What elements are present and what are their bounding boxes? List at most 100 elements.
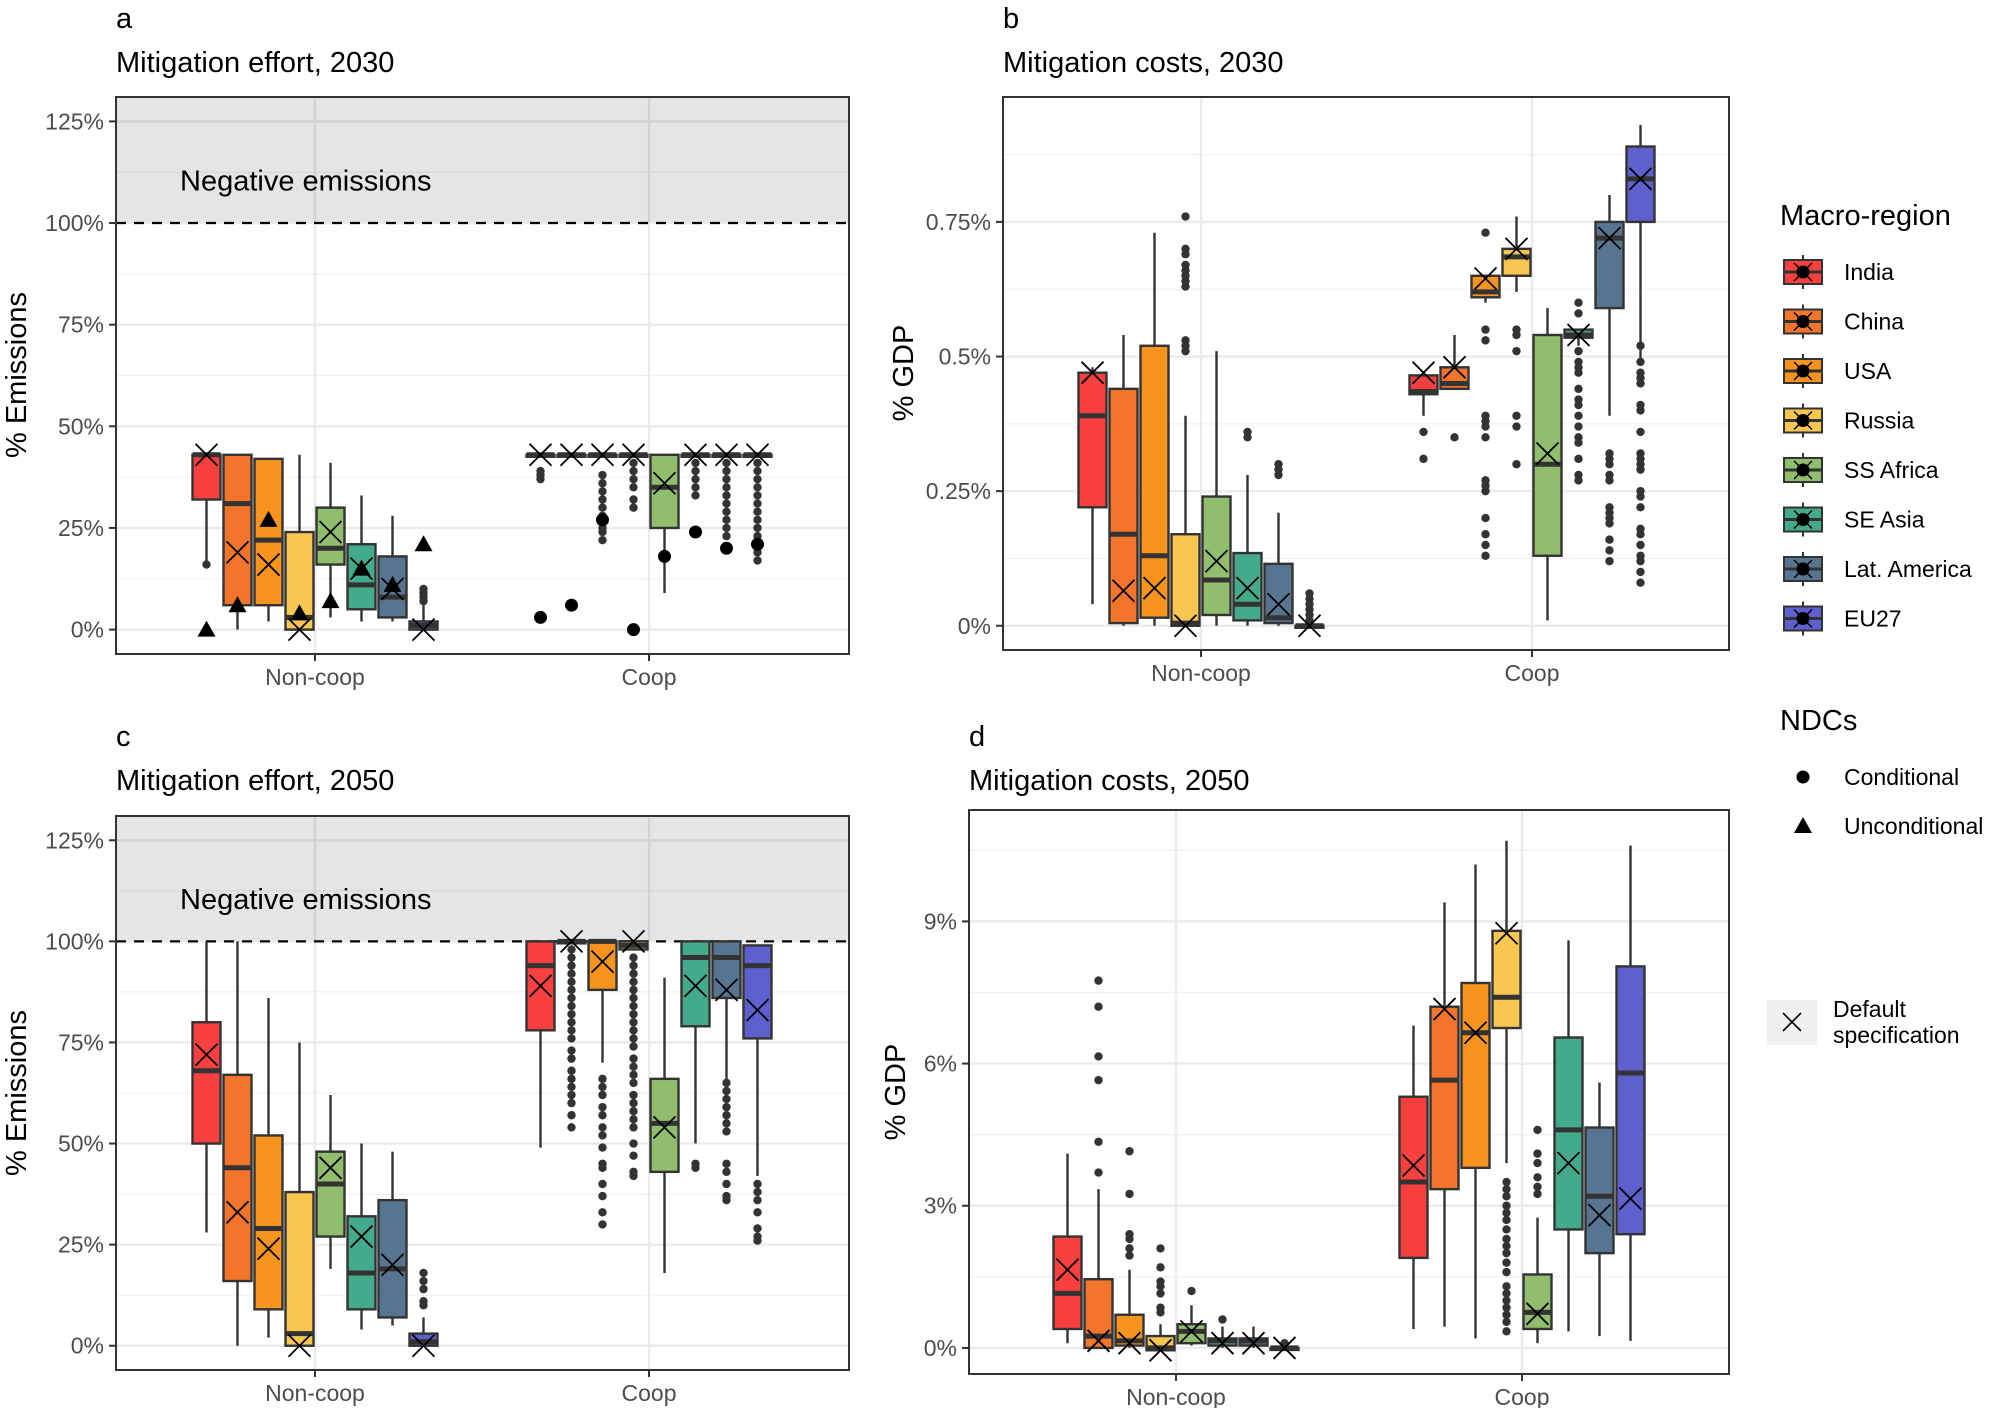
x-mark-stroke <box>1432 997 1457 1021</box>
x-mark-stroke <box>745 443 770 467</box>
outlier-point <box>1218 1315 1227 1324</box>
box-ss-africa <box>1532 308 1563 621</box>
outlier-point <box>1187 1286 1196 1296</box>
x-mark-stroke <box>1086 1329 1111 1353</box>
outlier-point <box>753 1208 762 1217</box>
outlier-point <box>629 495 638 504</box>
panel-letter: c <box>116 721 131 753</box>
outlier-point <box>567 1098 576 1108</box>
x-mark-stroke <box>714 978 739 1002</box>
outlier-point <box>1512 330 1521 340</box>
outlier-point <box>1502 1177 1511 1187</box>
outlier-point <box>598 479 607 488</box>
outlier-point <box>722 1179 731 1189</box>
ndc-conditional-marker <box>689 525 702 539</box>
x-tick-label: Non-coop <box>1151 660 1251 686</box>
outlier-point <box>1156 1289 1165 1298</box>
outlier-point <box>1636 406 1645 415</box>
outlier-point <box>629 1070 638 1080</box>
default-specification-marker <box>380 1253 405 1277</box>
y-tick-label: 3% <box>924 1193 957 1219</box>
box-iqr <box>222 1073 253 1283</box>
legend-item-russia: Russia <box>1783 403 1915 438</box>
legend-label: Lat. America <box>1844 556 1972 582</box>
panel-title: Mitigation costs, 2050 <box>969 765 1249 797</box>
x-mark-stroke <box>194 443 219 467</box>
x-mark-stroke <box>1148 1338 1173 1362</box>
outlier-point <box>691 1163 700 1173</box>
box-russia <box>618 443 649 637</box>
outlier-point <box>629 969 638 978</box>
outlier-point <box>1125 1244 1134 1253</box>
outlier-point <box>629 985 638 995</box>
x-mark-stroke <box>1535 441 1560 466</box>
box-russia <box>284 454 315 642</box>
x-mark-stroke <box>1463 1021 1488 1045</box>
x-mark-stroke <box>590 443 615 467</box>
outlier-point <box>1419 427 1428 437</box>
x-tick-label: Non-coop <box>265 664 365 690</box>
box-se-asia <box>1553 940 1584 1332</box>
x-mark-stroke <box>1210 1331 1235 1355</box>
outlier-point <box>1574 346 1583 356</box>
box-iqr <box>680 940 711 1028</box>
box-iqr <box>222 453 253 607</box>
y-tick-label: 100% <box>45 210 104 236</box>
outlier-point <box>1574 298 1583 307</box>
outlier-point <box>629 1115 638 1124</box>
x-mark-stroke <box>1080 361 1105 385</box>
x-mark-stroke <box>318 520 343 544</box>
legend-title-region: Macro-region <box>1780 200 1951 232</box>
legend-key-x <box>1793 411 1813 430</box>
outlier-point <box>567 1034 576 1043</box>
outlier-point <box>629 961 638 970</box>
legend-label: India <box>1844 259 1894 285</box>
outlier-point <box>629 466 638 476</box>
outlier-point <box>598 1074 607 1084</box>
y-tick-label: 0.5% <box>939 344 991 370</box>
outlier-point <box>1533 1158 1542 1168</box>
x-mark-stroke <box>528 443 553 467</box>
default-specification-marker <box>1618 1187 1643 1211</box>
outlier-point <box>1636 556 1645 566</box>
plot-border <box>968 809 1730 1375</box>
legend-label-default-2: specification <box>1833 1022 1960 1048</box>
box-usa <box>1470 228 1501 560</box>
default-specification-marker <box>714 978 739 1002</box>
x-mark-stroke <box>1566 323 1591 347</box>
default-specification-marker <box>652 471 677 495</box>
box-russia <box>1145 1244 1176 1362</box>
default-specification-marker <box>714 443 739 467</box>
x-mark-stroke <box>1618 1187 1643 1211</box>
outlier-point <box>567 1001 576 1011</box>
outlier-point <box>1502 1215 1511 1225</box>
outlier-point <box>567 977 576 986</box>
panel-a: a Mitigation effort, 2030 % Emissions 0%… <box>1 3 850 690</box>
outlier-point <box>1636 503 1645 512</box>
default-specification-marker <box>1587 1203 1612 1227</box>
outlier-point <box>629 1018 638 1027</box>
x-tick-label: Coop <box>622 1380 677 1406</box>
box-usa <box>587 938 618 1229</box>
outlier-point <box>1481 513 1490 523</box>
plot-area: 0% 0.25% 0.5% 0.75% Non-coop Coop <box>926 96 1730 686</box>
outlier-point <box>722 1195 731 1205</box>
outlier-point <box>567 1082 576 1092</box>
outlier-point <box>598 1123 607 1132</box>
default-specification-marker <box>528 974 553 998</box>
outlier-point <box>1574 400 1583 410</box>
legend: Macro-region India China USA Russia SS Afric… <box>1767 200 1983 1048</box>
outlier-point <box>1574 438 1583 447</box>
box-lat-america <box>711 940 742 1205</box>
x-tick-label: Non-coop <box>1126 1384 1226 1408</box>
outlier-point <box>1094 1052 1103 1061</box>
box-russia <box>1170 212 1201 638</box>
legend-label: EU27 <box>1844 606 1902 632</box>
ndc-conditional-marker <box>627 623 640 637</box>
outlier-point <box>1605 546 1614 555</box>
box-china <box>1429 902 1460 1327</box>
outlier-point <box>598 1143 607 1152</box>
outlier-point <box>1243 433 1252 442</box>
outlier-point <box>1481 422 1490 431</box>
legend-item-lat-america: Lat. America <box>1783 552 1972 586</box>
